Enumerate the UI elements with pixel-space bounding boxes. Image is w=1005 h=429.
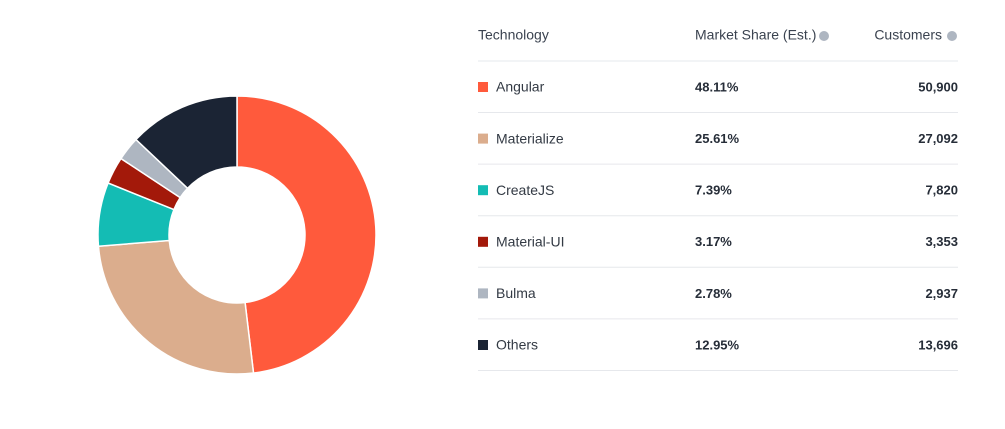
technology-name: Material-UI — [496, 234, 564, 250]
legend-swatch — [478, 340, 488, 350]
donut-slice — [134, 95, 238, 190]
legend-swatch — [478, 185, 488, 196]
header-market-share: Market Share (Est.) — [695, 27, 816, 43]
market-share: 7.39% — [695, 183, 732, 198]
technology-name: Angular — [496, 79, 545, 95]
legend-swatch — [478, 288, 488, 299]
header-customers: Customers — [874, 27, 942, 43]
customers: 2,937 — [925, 286, 958, 301]
header-technology: Technology — [478, 27, 549, 43]
customers: 50,900 — [918, 79, 958, 94]
market-share: 3.17% — [695, 234, 732, 249]
donut-slice — [97, 239, 255, 375]
technology-name: Others — [496, 337, 538, 353]
customers: 7,820 — [925, 183, 958, 198]
technology-name: Bulma — [496, 285, 536, 301]
market-share: 25.61% — [695, 131, 740, 146]
market-share: 2.78% — [695, 286, 732, 301]
technology-name: CreateJS — [496, 182, 554, 198]
market-share: 12.95% — [695, 337, 740, 352]
customers: 3,353 — [925, 234, 958, 249]
donut-slice — [236, 95, 377, 374]
customers: 13,696 — [918, 337, 958, 352]
legend-swatch — [478, 236, 488, 247]
market-share: 48.11% — [695, 79, 739, 94]
legend-swatch — [478, 133, 488, 144]
info-icon[interactable] — [819, 31, 829, 41]
technology-name: Materialize — [496, 130, 564, 146]
customers: 27,092 — [918, 131, 958, 146]
legend-swatch — [478, 82, 488, 92]
info-icon[interactable] — [947, 31, 957, 41]
